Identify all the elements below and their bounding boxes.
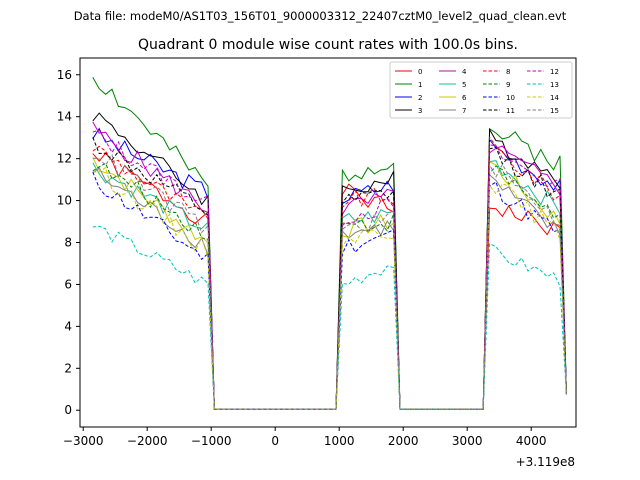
y-tick-label: 2 [64, 361, 72, 375]
x-tick-label: 2000 [388, 434, 419, 448]
series-line-1 [92, 77, 567, 410]
series-line-14 [92, 166, 567, 410]
x-tick-label: 3000 [452, 434, 483, 448]
y-tick-label: 4 [64, 319, 72, 333]
y-tick-label: 12 [57, 152, 72, 166]
y-tick-label: 6 [64, 277, 72, 291]
series-line-3 [92, 112, 567, 410]
legend-label-3: 3 [418, 107, 422, 115]
series-line-15 [92, 153, 567, 410]
legend-label-0: 0 [418, 68, 422, 76]
x-tick-label: 0 [271, 434, 279, 448]
x-tick-label: 1000 [324, 434, 355, 448]
x-tick-label: −2000 [127, 434, 168, 448]
series-line-13 [92, 225, 567, 410]
legend-label-8: 8 [506, 68, 510, 76]
y-axis-ticks: 0 2 4 6 8 10 12 14 16 [57, 68, 80, 417]
legend-box [389, 61, 573, 119]
legend-label-2: 2 [418, 94, 422, 102]
y-tick-label: 8 [64, 236, 72, 250]
legend-label-11: 11 [506, 107, 515, 115]
series-line-5 [92, 160, 567, 410]
series-line-0 [92, 152, 567, 410]
legend-label-12: 12 [550, 68, 559, 76]
x-axis-offset-label: +3.119e8 [516, 455, 575, 469]
chart-file-label: Data file: modeM0/AS1T03_156T01_90000033… [74, 9, 567, 23]
legend-label-9: 9 [506, 81, 510, 89]
plot-lines [92, 77, 567, 410]
legend-label-1: 1 [418, 81, 422, 89]
chart-title: Quadrant 0 module wise count rates with … [138, 37, 518, 53]
y-tick-label: 16 [57, 68, 72, 82]
legend-label-6: 6 [462, 94, 467, 102]
legend-label-15: 15 [550, 107, 559, 115]
legend-label-7: 7 [462, 107, 466, 115]
y-tick-label: 0 [64, 403, 72, 417]
x-tick-label: −3000 [63, 434, 104, 448]
series-line-7 [92, 166, 567, 410]
series-line-6 [92, 157, 567, 410]
x-tick-label: 4000 [516, 434, 547, 448]
legend-label-4: 4 [462, 68, 467, 76]
x-axis-ticks: −3000 −2000 −1000 0 1000 2000 3000 4000 [63, 427, 547, 448]
legend-label-10: 10 [506, 94, 515, 102]
series-line-9 [92, 162, 567, 410]
legend-label-5: 5 [462, 81, 466, 89]
legend-label-14: 14 [550, 94, 559, 102]
x-tick-label: −1000 [191, 434, 232, 448]
legend-label-13: 13 [550, 81, 559, 89]
y-tick-label: 10 [57, 194, 72, 208]
y-tick-label: 14 [57, 110, 72, 124]
series-line-2 [92, 127, 567, 410]
series-line-8 [92, 135, 567, 410]
